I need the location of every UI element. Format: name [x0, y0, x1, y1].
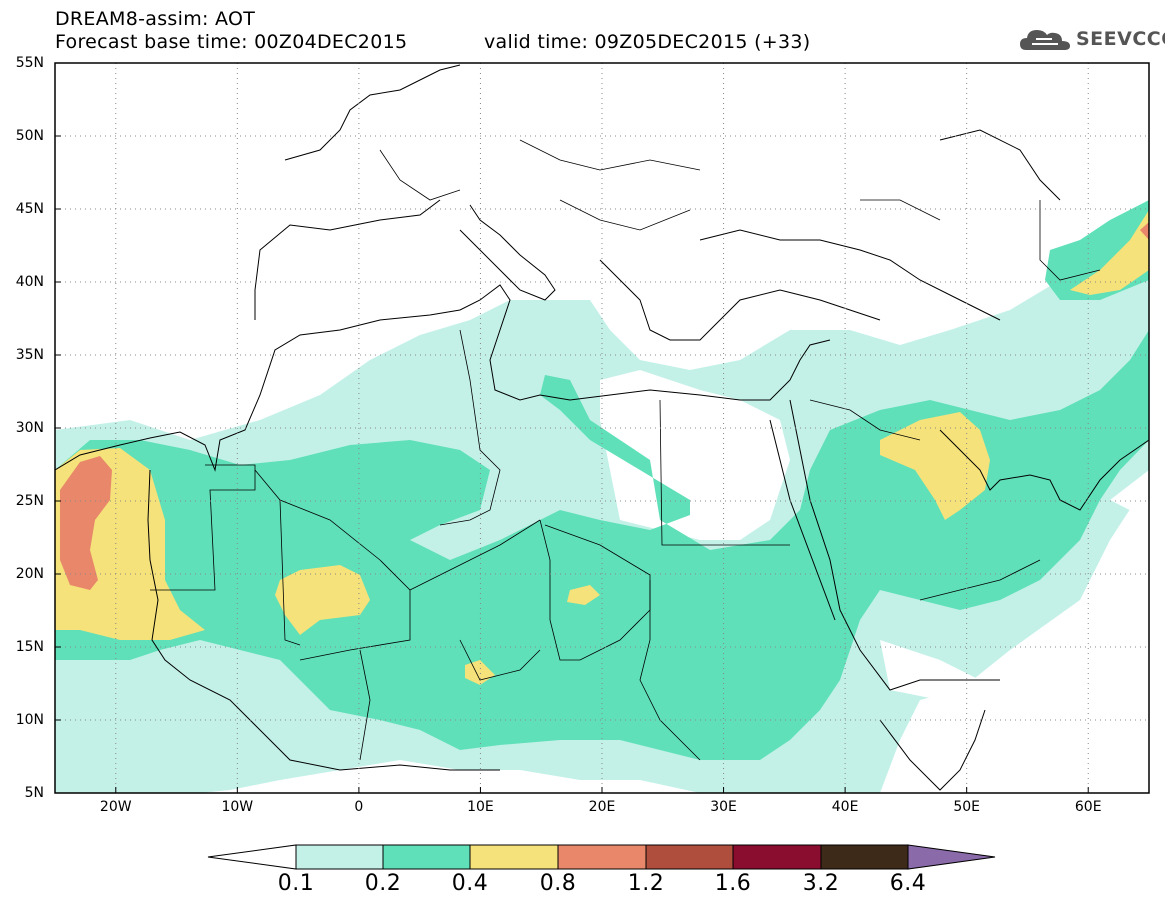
colorbar-swatch	[295, 844, 384, 870]
lon-label: 40E	[831, 799, 859, 815]
colorbar-label: 0.1	[277, 871, 315, 896]
colorbar	[207, 844, 996, 870]
colorbar-label: 0.2	[364, 871, 402, 896]
lon-label: 30E	[710, 799, 737, 815]
colorbar-swatch	[469, 844, 559, 870]
lat-label: 55N	[15, 55, 44, 71]
cloud-icon	[1020, 30, 1070, 50]
lat-label: 35N	[15, 347, 44, 363]
colorbar-label: 1.2	[627, 871, 665, 896]
country-borders	[150, 139, 1101, 761]
aot-field-0.8	[60, 222, 1149, 590]
lat-label: 40N	[15, 274, 44, 290]
lat-label: 5N	[24, 785, 44, 801]
lat-label: 50N	[15, 128, 44, 144]
colorbar-swatch	[820, 844, 909, 870]
lat-label: 20N	[15, 566, 44, 582]
lat-label: 10N	[15, 712, 44, 728]
lat-label: 30N	[15, 420, 44, 436]
colorbar-label: 3.2	[802, 871, 840, 896]
colorbar-label: 0.4	[451, 871, 489, 896]
colorbar-low-arrow	[207, 844, 297, 870]
map-title: DREAM8-assim: AOT	[55, 8, 256, 30]
colorbar-swatch	[557, 844, 647, 870]
lon-label: 0	[354, 799, 364, 815]
logo-text: SEEVCCC	[1076, 28, 1165, 50]
lat-label: 45N	[15, 201, 44, 217]
lat-label: 15N	[15, 639, 44, 655]
lon-label: 20E	[588, 799, 616, 815]
lon-label: 20W	[99, 799, 132, 815]
colorbar-swatch	[645, 844, 734, 870]
colorbar-swatch	[382, 844, 471, 870]
lon-label: 50E	[953, 799, 980, 815]
lon-label: 10W	[221, 799, 254, 815]
coastlines	[55, 64, 1149, 791]
lon-label: 10E	[467, 799, 494, 815]
seevccc-logo: SEEVCCC	[1018, 24, 1165, 56]
forecast-base-time: Forecast base time: 00Z04DEC2015	[55, 31, 408, 53]
lon-label: 60E	[1074, 799, 1102, 815]
valid-time: valid time: 09Z05DEC2015 (+33)	[484, 31, 811, 53]
graticule	[55, 63, 1149, 793]
colorbar-label: 0.8	[539, 871, 577, 896]
colorbar-high-arrow	[907, 844, 996, 870]
axis-ticks	[55, 62, 1089, 794]
colorbar-swatch	[732, 844, 822, 870]
lat-label: 25N	[15, 493, 44, 509]
colorbar-label: 6.4	[889, 871, 927, 896]
colorbar-label: 1.6	[714, 871, 752, 896]
